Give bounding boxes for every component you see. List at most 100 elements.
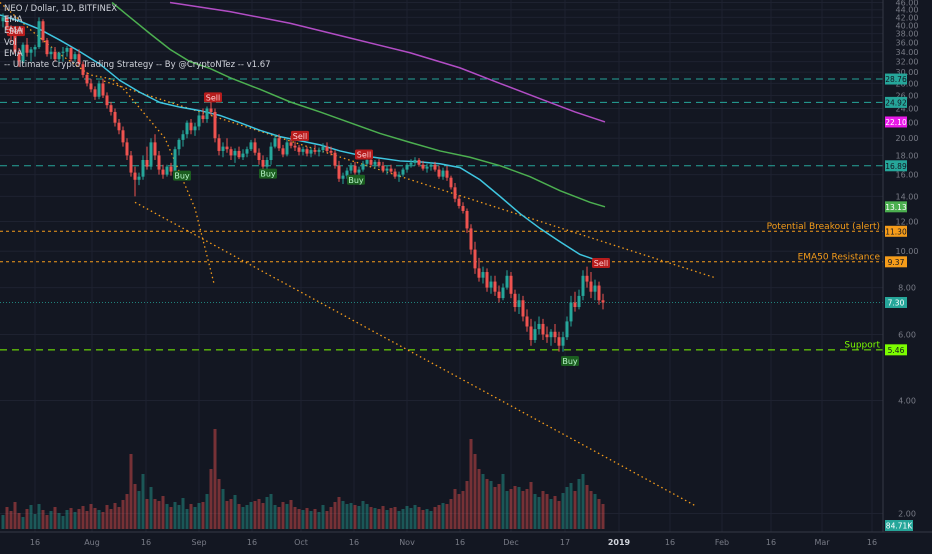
- volume-bar: [601, 504, 605, 529]
- volume-bar: [557, 501, 561, 529]
- candle-body: [537, 323, 541, 330]
- indicator-ema-3[interactable]: EMA: [4, 48, 23, 59]
- price-tag: 16.89: [885, 160, 907, 172]
- candle-body: [357, 169, 361, 173]
- candle-body: [205, 108, 209, 120]
- candle-body: [245, 149, 249, 154]
- volume-bar: [537, 497, 541, 529]
- candle-body: [221, 146, 225, 151]
- volume-bar: [525, 489, 529, 529]
- x-tick-label: Dec: [503, 538, 518, 547]
- volume-bar: [277, 507, 281, 529]
- candle-body: [513, 293, 517, 308]
- ema-line: [169, 1, 606, 123]
- indicator-ema-2[interactable]: EMA: [4, 26, 23, 37]
- volume-bar: [437, 505, 441, 529]
- volume-bar: [305, 508, 309, 529]
- volume-bar: [221, 489, 225, 529]
- signal-label: Buy: [174, 172, 190, 181]
- candle-body: [453, 187, 457, 199]
- buy-signal: Buy: [347, 174, 365, 185]
- indicator-strategy[interactable]: -- Ultimate Crypto Trading Strategy -- B…: [4, 60, 271, 71]
- candle-body: [473, 249, 477, 269]
- volume-bar: [241, 507, 245, 529]
- volume-bar: [17, 513, 21, 529]
- signal-label: Sell: [357, 151, 371, 160]
- buy-signal: Buy: [259, 168, 277, 179]
- candle-body: [461, 205, 465, 211]
- volume-bar: [189, 504, 193, 529]
- volume-bar: [57, 513, 61, 529]
- price-tag: 22.10: [885, 116, 907, 128]
- candle-body: [489, 281, 493, 288]
- x-tick-label: Oct: [294, 538, 308, 547]
- x-tick-label: 16: [349, 538, 359, 547]
- candle-body: [369, 160, 373, 165]
- grid: [0, 0, 883, 532]
- candle-body: [405, 164, 409, 170]
- indicator-ema-1[interactable]: EMA: [4, 15, 23, 26]
- chart-title[interactable]: NEO / Dollar, 1D, BITFINEX: [4, 4, 118, 14]
- candle-body: [285, 142, 289, 155]
- volume-bar: [345, 504, 349, 529]
- candle-body: [41, 21, 45, 41]
- candle-body: [293, 145, 297, 148]
- sell-signal: Sell: [291, 130, 309, 141]
- candle-body: [21, 44, 25, 62]
- y-tick-label: 20.00: [896, 134, 919, 143]
- volume-bar: [77, 509, 81, 529]
- volume-bar: [553, 496, 557, 529]
- volume-bar: [465, 481, 469, 529]
- volume-bar: [377, 509, 381, 529]
- volume-bar: [421, 510, 425, 529]
- candle-body: [117, 122, 121, 131]
- volume-bar: [489, 481, 493, 529]
- price-tag-bg: [885, 225, 907, 237]
- volume-bar: [105, 505, 109, 529]
- volume-bar: [313, 509, 317, 529]
- candle-body: [381, 165, 385, 171]
- candle-body: [389, 168, 393, 172]
- candle-body: [97, 83, 101, 97]
- candle-body: [105, 95, 109, 106]
- candle-body: [241, 153, 245, 158]
- candle-body: [429, 164, 433, 167]
- trendline: [103, 80, 716, 279]
- indicator-vol[interactable]: Vol: [4, 37, 17, 48]
- x-tick-label: Sep: [191, 538, 206, 547]
- price-tag-label: 28.76: [885, 75, 907, 84]
- volume-bar: [205, 494, 209, 529]
- candle-body: [417, 160, 421, 165]
- volume-bar: [265, 497, 269, 529]
- candle-body: [353, 165, 357, 173]
- volume-tag-label: 84.71K: [886, 522, 913, 531]
- volume-bar: [337, 497, 341, 529]
- volume-bar: [409, 508, 413, 529]
- volume-tag-bg: [885, 520, 913, 531]
- volume-bar: [225, 501, 229, 529]
- volume-bar: [13, 502, 17, 529]
- price-level-annotation: EMA50 Resistance: [798, 252, 881, 262]
- y-tick-label: 24.00: [896, 105, 919, 114]
- price-tag-bg: [885, 96, 907, 108]
- y-tick-label: 16.00: [896, 171, 919, 180]
- volume-bar: [173, 502, 177, 529]
- volume-bar: [9, 511, 13, 529]
- y-tick-label: 6.00: [898, 330, 916, 339]
- volume-bar: [433, 507, 437, 529]
- volume-bar: [341, 501, 345, 529]
- candle-body: [493, 281, 497, 292]
- volume-bar: [97, 510, 101, 529]
- y-tick-label: 44.00: [896, 6, 919, 15]
- price-tag-bg: [885, 73, 907, 85]
- volume-bar: [545, 494, 549, 529]
- candle-body: [509, 275, 513, 294]
- y-tick-label: 10.00: [896, 247, 919, 256]
- candle-body: [145, 160, 149, 167]
- candle-body: [485, 272, 489, 288]
- candle-body: [289, 142, 293, 146]
- volume-bar: [121, 500, 125, 529]
- candle-body: [213, 111, 217, 139]
- candle-body: [17, 51, 21, 62]
